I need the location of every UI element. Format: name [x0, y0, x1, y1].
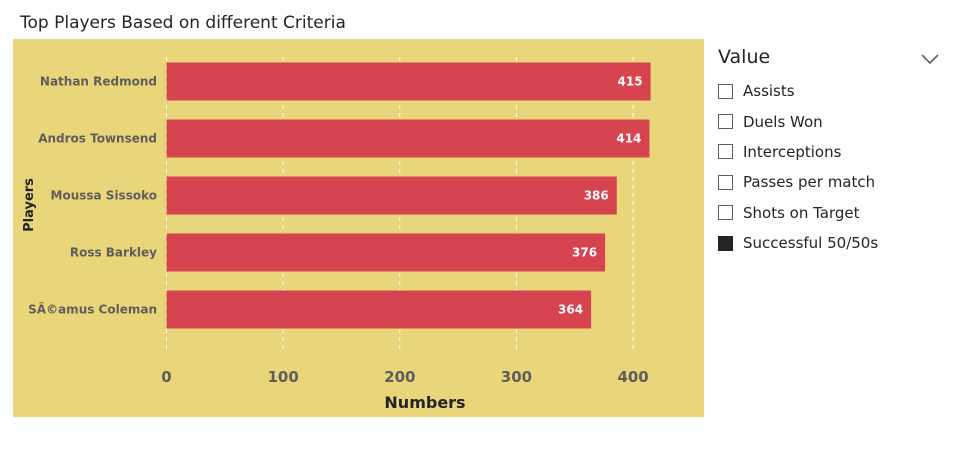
plot-background [13, 39, 704, 417]
bar-chart: Nathan Redmond 415 Andros Townsend 414 Mouss… [13, 39, 704, 417]
x-tick-label: 300 [501, 368, 532, 386]
bar [166, 233, 606, 272]
chart-card: Top Players Based on different Criteria … [13, 10, 704, 417]
checkbox[interactable] [718, 235, 733, 251]
bar [166, 176, 617, 215]
slicer-item[interactable]: Passes per match [718, 167, 948, 197]
data-label: 364 [558, 303, 583, 317]
x-axis-title: Numbers [384, 393, 465, 412]
category-label: Andros Townsend [38, 132, 157, 146]
data-label: 376 [572, 246, 597, 260]
slicer-item[interactable]: Interceptions [718, 137, 948, 167]
data-label: 415 [618, 75, 643, 89]
checkbox[interactable] [718, 114, 733, 130]
slicer-item-label: Shots on Target [743, 203, 860, 222]
slicer-item-label: Successful 50/50s [743, 234, 879, 253]
chart-title: Top Players Based on different Criteria [13, 10, 704, 39]
data-label: 386 [584, 189, 609, 203]
bar [166, 290, 592, 329]
slicer-item[interactable]: Successful 50/50s [718, 228, 948, 258]
checkbox[interactable] [718, 144, 733, 160]
chevron-down-icon[interactable] [920, 52, 940, 66]
x-tick-label: 400 [617, 368, 648, 386]
slicer-item[interactable]: Assists [718, 76, 948, 106]
slicer-item-label: Assists [743, 82, 795, 101]
checkbox[interactable] [718, 174, 733, 190]
slicer-list: Assists Duels Won Interceptions Passes per … [718, 76, 948, 258]
category-label: Nathan Redmond [40, 75, 157, 89]
bar [166, 62, 651, 101]
checkbox[interactable] [718, 205, 733, 221]
slicer-item-label: Interceptions [743, 142, 842, 161]
slicer-title: Value [718, 46, 771, 68]
x-tick-label: 200 [384, 368, 415, 386]
y-axis-title: Players [22, 178, 37, 232]
category-label: Ross Barkley [70, 246, 157, 260]
x-tick-label: 100 [267, 368, 298, 386]
category-label: Moussa Sissoko [51, 189, 157, 203]
plot-area: Nathan Redmond 415 Andros Townsend 414 Mouss… [13, 39, 704, 417]
slicer-header: Value [718, 46, 948, 76]
x-tick-label: 0 [161, 368, 171, 386]
category-label: SÃ©amus Coleman [28, 302, 157, 317]
checkbox[interactable] [718, 83, 733, 99]
slicer-item[interactable]: Duels Won [718, 106, 948, 136]
slicer-item-label: Duels Won [743, 112, 823, 131]
value-slicer: Value Assists Duels Won Interceptions Passe… [718, 46, 948, 266]
slicer-item-label: Passes per match [743, 173, 876, 192]
slicer-item[interactable]: Shots on Target [718, 198, 948, 228]
data-label: 414 [616, 132, 641, 146]
bar [166, 119, 650, 158]
